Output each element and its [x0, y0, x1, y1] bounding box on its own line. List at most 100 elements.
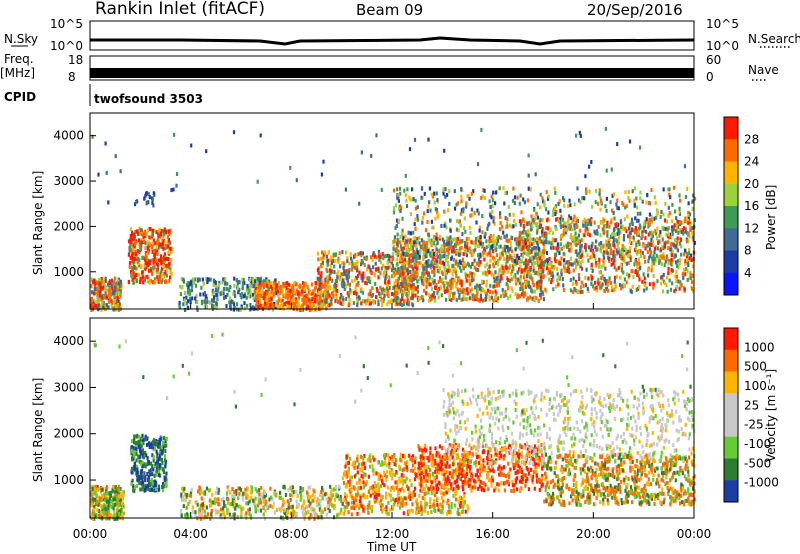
echo-cell — [138, 263, 141, 268]
echo-cell — [573, 237, 576, 242]
echo-cell — [116, 487, 120, 491]
echo-cell — [139, 246, 143, 251]
echo-cell — [560, 271, 563, 276]
echo-cell — [673, 223, 676, 228]
echo-cell — [648, 255, 651, 260]
echo-cell — [215, 305, 218, 310]
echo-cell — [462, 207, 465, 212]
echo-cell — [557, 275, 560, 280]
echo-cell — [555, 284, 558, 289]
echo-cell — [628, 249, 631, 254]
date-title: 20/Sep/2016 — [587, 1, 683, 19]
echo-cell — [289, 298, 292, 303]
echo-cell — [152, 438, 155, 443]
echo-cell — [455, 259, 458, 264]
echo-cell — [559, 224, 562, 229]
echo-cell — [216, 297, 219, 302]
echo-cell — [448, 279, 452, 284]
echo-cell — [392, 292, 395, 297]
echo-cell — [427, 298, 430, 303]
echo-cell — [522, 275, 525, 280]
echo-cell — [146, 456, 149, 461]
echo-cell — [163, 252, 166, 257]
echo-cell — [248, 507, 251, 512]
echo-cell — [205, 149, 208, 154]
echo-cell — [363, 299, 366, 304]
echo-cell — [613, 245, 616, 250]
echo-cell — [476, 268, 479, 272]
echo-cell — [319, 287, 322, 292]
echo-cell — [422, 282, 425, 287]
echo-cell — [170, 250, 173, 254]
echo-cell — [162, 488, 165, 493]
echo-cell — [536, 202, 539, 207]
echo-cell — [128, 239, 131, 244]
echo-cell — [556, 267, 559, 272]
echo-cell — [675, 284, 678, 289]
echo-cell — [253, 297, 256, 302]
echo-cell — [342, 271, 345, 276]
echo-cell — [546, 196, 550, 201]
echo-cell — [586, 222, 589, 226]
echo-cell — [448, 244, 451, 249]
echo-cell — [650, 242, 653, 247]
echo-cell — [106, 497, 109, 502]
echo-cell — [178, 300, 181, 305]
echo-cell — [496, 238, 500, 243]
echo-cell — [691, 286, 694, 291]
echo-cell — [465, 278, 468, 283]
echo-cell — [104, 276, 107, 281]
echo-cell — [590, 244, 593, 249]
echo-cell — [240, 304, 243, 309]
echo-cell — [305, 301, 308, 306]
echo-cell — [143, 239, 146, 244]
echo-cell — [692, 193, 695, 198]
echo-cell — [411, 264, 414, 269]
echo-cell — [554, 212, 557, 216]
echo-cell — [597, 281, 600, 286]
echo-cell — [564, 267, 568, 271]
echo-cell — [534, 216, 537, 221]
echo-cell — [146, 462, 149, 467]
echo-cell — [194, 277, 197, 282]
echo-cell — [295, 288, 298, 293]
echo-cell — [418, 277, 421, 282]
echo-cell — [268, 296, 271, 301]
echo-cell — [218, 280, 221, 285]
echo-cell — [390, 298, 393, 303]
echo-cell — [407, 283, 410, 288]
echo-cell — [583, 233, 586, 238]
echo-cell — [489, 253, 492, 258]
echo-cell — [187, 515, 190, 520]
echo-cell — [569, 262, 572, 267]
echo-cell — [100, 503, 103, 508]
echo-cell — [108, 299, 111, 304]
echo-cell — [162, 484, 165, 489]
echo-cell — [156, 452, 159, 457]
echo-cell — [649, 242, 652, 247]
echo-cell — [157, 457, 161, 462]
echo-cell — [580, 253, 584, 258]
echo-cell — [318, 301, 321, 306]
echo-cell — [358, 201, 361, 206]
echo-cell — [223, 281, 227, 286]
echo-cell — [431, 293, 434, 298]
echo-cell — [512, 186, 515, 191]
echo-cell — [138, 238, 141, 243]
echo-cell — [548, 256, 551, 261]
echo-cell — [692, 289, 695, 294]
echo-cell — [246, 487, 249, 492]
echo-cell — [320, 280, 323, 285]
echo-cell — [490, 194, 493, 199]
echo-cell — [519, 274, 522, 279]
echo-cell — [202, 281, 205, 286]
echo-cell — [392, 210, 396, 215]
echo-cell — [353, 265, 356, 270]
echo-cell — [376, 289, 379, 293]
echo-cell — [686, 187, 689, 191]
echo-cell — [159, 242, 162, 247]
echo-cell — [507, 283, 510, 288]
echo-cell — [255, 283, 258, 288]
echo-cell — [625, 248, 628, 253]
echo-cell — [579, 254, 582, 259]
